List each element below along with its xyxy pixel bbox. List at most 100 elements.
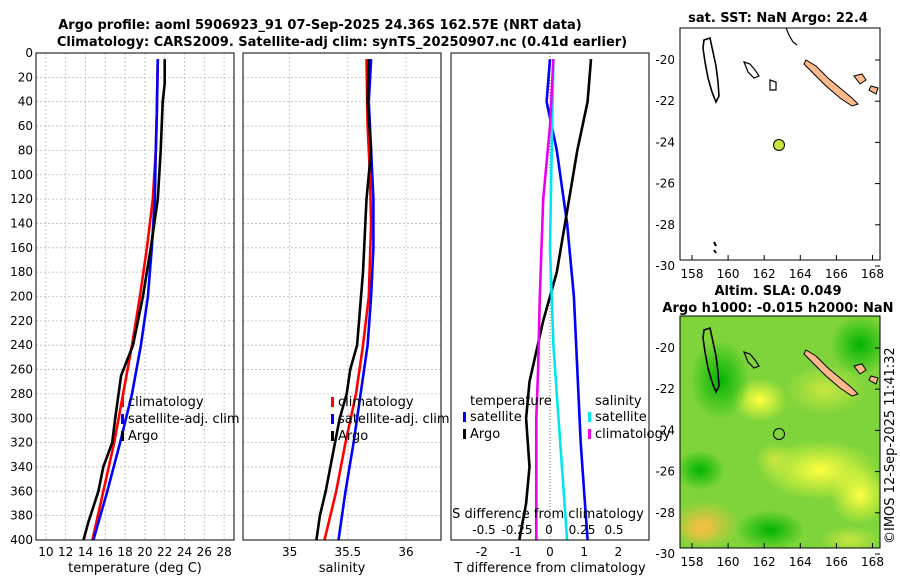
legend-satellite-adj-clim: satellite-adj. clim xyxy=(338,412,450,427)
argo-float-marker xyxy=(773,139,785,151)
x-tick-label: 160 xyxy=(717,555,740,569)
x-tick-label: 12 xyxy=(58,545,73,559)
y-tick-label: -28 xyxy=(655,506,675,520)
x-tick-label: 2 xyxy=(614,545,622,559)
y-tick-label: 380 xyxy=(10,509,33,523)
x-axis-label: temperature (deg C) xyxy=(68,561,202,576)
sla-blob xyxy=(735,510,805,548)
y-tick-label: -24 xyxy=(655,135,675,149)
sla-blob xyxy=(785,365,865,415)
sla-map-y-ticks: -20 -22 -24 -26 -28 -30 xyxy=(655,341,880,561)
y-tick-label: -26 xyxy=(655,465,675,479)
x-tick-label: 35 xyxy=(282,545,297,559)
x-tick-label: 36 xyxy=(398,545,413,559)
sst-map-title: sat. SST: NaN Argo: 22.4 xyxy=(688,11,868,26)
x-tick-label: 168 xyxy=(861,555,884,569)
y-tick-label: 400 xyxy=(10,533,33,547)
x-tick-label: 158 xyxy=(681,555,704,569)
x-tick-label: 24 xyxy=(177,545,192,559)
legend-swatch-climatology xyxy=(121,397,124,407)
y-tick-label: 100 xyxy=(10,168,33,182)
x-tick-label: 166 xyxy=(825,267,848,281)
x-tick-label: 22 xyxy=(157,545,172,559)
reef-outline xyxy=(785,27,798,46)
legend-temperature-title: temperature xyxy=(470,394,552,409)
imos-credit: ©IMOS 12-Sep-2025 11:41:32 xyxy=(883,347,898,544)
y-tick-label: 0 xyxy=(25,46,33,60)
argo-float-marker xyxy=(773,428,785,440)
legend-climatology: climatology xyxy=(338,395,414,410)
difference-panel: -2 -1 0 1 2 T difference from climatology xyxy=(450,52,650,576)
loyalty-island xyxy=(853,73,867,85)
x-tick-label: 166 xyxy=(825,555,848,569)
sla-blob xyxy=(820,526,880,548)
x-tick-label: -1 xyxy=(510,545,522,559)
legend-argo: Argo xyxy=(128,429,158,444)
y-tick-label: 140 xyxy=(10,216,33,230)
x-tick-label: 35.5 xyxy=(334,545,361,559)
y-tick-label: 200 xyxy=(10,290,33,304)
y-tick-label: 80 xyxy=(18,143,33,157)
y-tick-label: 280 xyxy=(10,387,33,401)
s-difference-tick-label: 0.5 xyxy=(604,523,623,537)
islet xyxy=(713,249,717,254)
sla-map-frame xyxy=(679,315,881,549)
legend-swatch-t-argo xyxy=(463,429,466,439)
y-tick-label: 360 xyxy=(10,484,33,498)
y-tick-label: 240 xyxy=(10,338,33,352)
loyalty-island xyxy=(853,363,867,375)
y-tick-label: 320 xyxy=(10,436,33,450)
sla-blob xyxy=(830,316,880,375)
salinity-legend: climatology satellite-adj. clim Argo xyxy=(331,395,450,444)
x-tick-label: 162 xyxy=(753,555,776,569)
y-tick-label: -22 xyxy=(655,382,675,396)
islet xyxy=(713,241,717,247)
sla-map-title-line2: Argo h1000: -0.015 h2000: NaN xyxy=(662,301,893,316)
x-axis-label: salinity xyxy=(319,561,366,576)
x-tick-label: -2 xyxy=(476,545,488,559)
x-tick-label: 164 xyxy=(789,555,812,569)
sst-map: sat. SST: NaN Argo: 22.4 -20 -22 -24 -26 -28… xyxy=(655,11,884,281)
legend-satellite-adj-clim: satellite-adj. clim xyxy=(128,412,240,427)
s-difference-tick-label: 0.25 xyxy=(569,523,596,537)
sst-map-y-ticks: -20 -22 -24 -26 -28 -30 xyxy=(655,53,880,273)
legend-s-climatology: climatology xyxy=(595,427,671,442)
new-caledonia-landmass xyxy=(803,349,859,397)
y-tick-label: 40 xyxy=(18,95,33,109)
y-tick-label: 180 xyxy=(10,265,33,279)
s-difference-tick-label: -0.25 xyxy=(501,523,532,537)
x-tick-label: 18 xyxy=(117,545,132,559)
x-tick-label: 1 xyxy=(580,545,588,559)
y-tick-label: 220 xyxy=(10,314,33,328)
x-tick-label: 26 xyxy=(197,545,212,559)
sla-map: Altim. SLA: 0.049 Argo h1000: -0.015 h20… xyxy=(655,284,893,569)
x-tick-label: 20 xyxy=(137,545,152,559)
y-tick-label: 60 xyxy=(18,119,33,133)
legend-swatch-argo xyxy=(121,431,124,441)
legend-swatch-s-climatology xyxy=(588,429,591,439)
x-tick-label: 28 xyxy=(216,545,231,559)
y-tick-label: -20 xyxy=(655,53,675,67)
y-tick-label: -30 xyxy=(655,547,675,561)
temperature-legend: climatology satellite-adj. clim Argo xyxy=(121,395,240,444)
x-tick-label: 158 xyxy=(681,267,704,281)
sst-map-frame xyxy=(679,27,881,261)
sla-blob xyxy=(830,465,880,525)
x-tick-label: 14 xyxy=(78,545,93,559)
figure-title-line1: Argo profile: aoml 5906923_91 07-Sep-202… xyxy=(58,18,582,33)
y-tick-label: 300 xyxy=(10,411,33,425)
series-line-salinity-climatology xyxy=(534,59,555,540)
legend-argo: Argo xyxy=(338,429,368,444)
y-tick-label: -22 xyxy=(655,94,675,108)
x-tick-label: 168 xyxy=(861,267,884,281)
sla-blob xyxy=(690,340,750,420)
legend-swatch-satellite xyxy=(331,414,334,424)
sla-blob xyxy=(680,450,725,490)
salinity-panel: 35 35.5 36 salinity xyxy=(242,52,442,576)
series-line-temperature-argo xyxy=(518,58,593,541)
y-tick-label: 340 xyxy=(10,460,33,474)
sst-map-x-ticks: 158 160 162 164 166 168 xyxy=(681,255,884,281)
y-tick-label: 160 xyxy=(10,241,33,255)
legend-climatology: climatology xyxy=(128,395,204,410)
